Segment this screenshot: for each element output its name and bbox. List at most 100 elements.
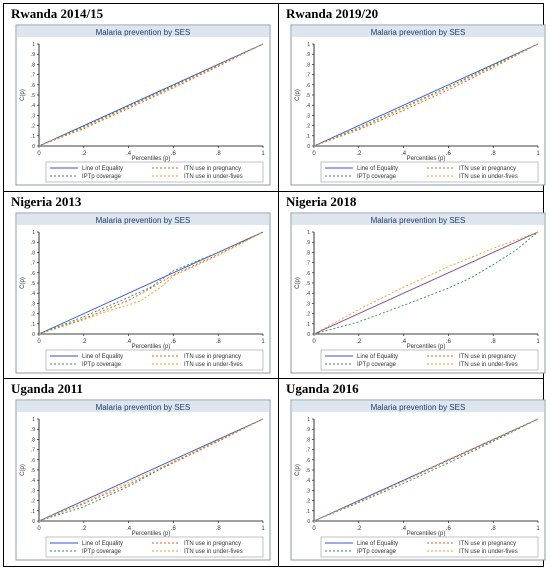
chart-title-band [17, 26, 269, 37]
series-line [313, 418, 539, 522]
y-tick-label: 1 [32, 417, 35, 423]
x-tick-label: .8 [216, 151, 222, 157]
y-tick-label: 0 [307, 144, 310, 150]
legend-box [320, 161, 539, 183]
legend-box [45, 349, 264, 371]
y-axis-label: C(p) [20, 277, 26, 289]
series-line [313, 43, 539, 147]
x-tick-label: 0 [37, 526, 41, 532]
x-tick-label: .8 [216, 526, 222, 532]
y-tick-label: .5 [31, 281, 35, 287]
y-tick-label: .2 [31, 499, 35, 505]
legend-label: IPTp coverage [82, 174, 122, 180]
y-tick-label: .1 [306, 134, 310, 140]
y-axis-label: C(p) [20, 464, 26, 476]
x-tick-label: .2 [356, 339, 362, 345]
legend-label: ITN use in under-fives [459, 174, 518, 180]
x-tick-label: .6 [171, 151, 177, 157]
x-tick-label: .8 [491, 526, 497, 532]
y-tick-label: .7 [306, 261, 310, 267]
chart-svg: Malaria prevention by SES 0 .1 .2 .3 .4 .5 .6 .7… [290, 24, 546, 186]
series-line [38, 418, 264, 522]
panel-nigeria-2013: Nigeria 2013 Malaria prevention by SES 0.… [6, 192, 274, 378]
y-tick-label: .9 [31, 240, 35, 246]
y-tick-label: .2 [306, 312, 310, 318]
x-tick-label: .4 [401, 339, 407, 345]
y-tick-label: .3 [31, 488, 35, 494]
panel-title: Rwanda 2019/20 [286, 6, 379, 21]
legend-label: IPTp coverage [82, 362, 122, 368]
legend-label: ITN use in pregnancy [184, 166, 241, 172]
x-tick-label: 0 [37, 339, 41, 345]
chart-title: Malaria prevention by SES [96, 403, 191, 412]
legend-label: Line of Equality [82, 541, 123, 547]
y-tick-label: .6 [31, 458, 35, 464]
panel-rwanda-2014: Rwanda 2014/15 Malaria prevention by SES… [6, 4, 274, 190]
y-tick-label: .9 [31, 52, 35, 58]
y-tick-label: .8 [31, 250, 35, 256]
chart-title-band [292, 401, 544, 412]
series-line [38, 43, 264, 147]
y-tick-label: 0 [307, 332, 310, 338]
x-tick-label: .6 [171, 339, 177, 345]
series-line [38, 231, 264, 335]
series-line [313, 43, 539, 147]
x-axis-label: Percentiles (p) [132, 156, 171, 162]
y-axis-label: C(p) [20, 89, 26, 101]
y-tick-label: 1 [32, 42, 35, 48]
panel-title: Uganda 2016 [286, 381, 359, 396]
panel-title: Nigeria 2013 [11, 194, 82, 209]
legend-label: IPTp coverage [357, 174, 397, 180]
x-tick-label: .6 [446, 339, 452, 345]
y-tick-label: .4 [306, 291, 310, 297]
x-tick-label: .4 [126, 526, 132, 532]
panel-rwanda-2019: Rwanda 2019/20 Malaria prevention by SES… [281, 4, 549, 190]
legend-label: ITN use in under-fives [184, 174, 243, 180]
y-tick-label: .6 [306, 83, 310, 89]
series-line [38, 43, 264, 147]
chart-title: Malaria prevention by SES [371, 28, 466, 37]
legend-label: ITN use in pregnancy [184, 541, 241, 547]
panel-nigeria-2018: Nigeria 2018 Malaria prevention by SES 0.… [281, 192, 549, 378]
y-tick-label: .7 [306, 73, 310, 79]
grid-divider-vertical [278, 4, 279, 566]
y-tick-label: .8 [31, 437, 35, 443]
y-tick-label: .4 [31, 103, 35, 109]
legend-label: ITN use in under-fives [184, 549, 243, 555]
panel-title: Uganda 2011 [11, 381, 83, 396]
y-tick-label: .1 [306, 322, 310, 328]
x-tick-label: 1 [261, 151, 265, 157]
x-tick-label: .2 [81, 151, 87, 157]
y-tick-label: .6 [306, 458, 310, 464]
y-tick-label: .4 [306, 103, 310, 109]
series-line [313, 231, 539, 335]
y-tick-label: .6 [306, 271, 310, 277]
x-tick-label: .8 [216, 339, 222, 345]
x-tick-label: .4 [126, 151, 132, 157]
chart-title: Malaria prevention by SES [371, 403, 466, 412]
series-line [313, 418, 539, 522]
y-tick-label: .2 [31, 312, 35, 318]
x-tick-label: 1 [536, 526, 540, 532]
y-tick-label: .3 [306, 301, 310, 307]
y-tick-label: .5 [31, 468, 35, 474]
legend-label: IPTp coverage [82, 549, 122, 555]
y-tick-label: .8 [306, 437, 310, 443]
x-tick-label: .2 [81, 526, 87, 532]
series-line [313, 43, 539, 147]
series-line [38, 43, 264, 147]
x-tick-label: .4 [401, 151, 407, 157]
x-tick-label: .2 [356, 151, 362, 157]
y-tick-label: .9 [306, 427, 310, 433]
legend-label: ITN use in pregnancy [184, 354, 241, 360]
legend-box [320, 536, 539, 558]
chart-svg: Malaria prevention by SES 0 .1 .2 .3 .4 .5 .6 .7… [290, 399, 546, 561]
y-tick-label: 1 [32, 230, 35, 236]
y-tick-label: .5 [306, 281, 310, 287]
chart-title-band [292, 26, 544, 37]
x-axis-label: Percentiles (p) [407, 344, 446, 350]
y-tick-label: .9 [306, 52, 310, 58]
y-tick-label: .8 [31, 62, 35, 68]
grid-divider-horizontal [4, 378, 543, 379]
chart-title-band [17, 214, 269, 225]
